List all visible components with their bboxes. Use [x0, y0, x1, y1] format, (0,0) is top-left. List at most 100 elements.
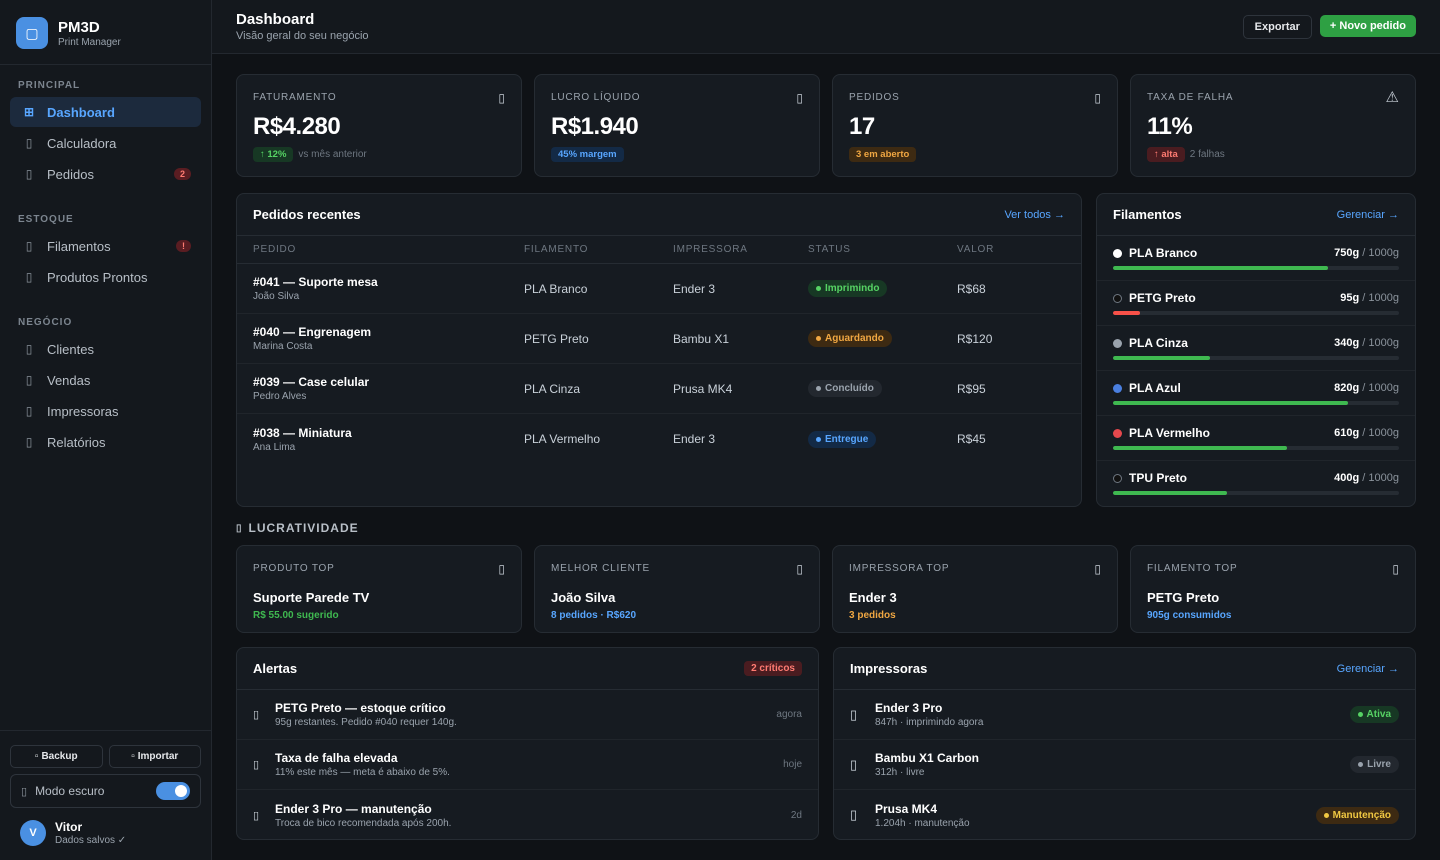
user-profile[interactable]: V Vitor Dados salvos ✓: [10, 808, 201, 860]
section-label: ESTOQUE: [18, 214, 74, 225]
sidebar: ▢ PM3D Print Manager PRINCIPAL ⊞ Dashboa…: [0, 0, 212, 860]
column-header[interactable]: VALOR: [957, 244, 995, 255]
sidebar-item-pedidos[interactable]: ▯ Pedidos 2: [10, 159, 201, 189]
manage-printers-link[interactable]: Gerenciar →: [1336, 662, 1399, 675]
chart-icon: ▯: [25, 435, 33, 449]
status-badge: Manutenção: [1315, 806, 1399, 824]
top-label: IMPRESSORA TOP: [849, 563, 950, 574]
filament-remaining: 340g: [1334, 337, 1360, 349]
printer-desc: 847h · imprimindo agora: [875, 717, 984, 728]
order-client: Pedro Alves: [253, 391, 307, 402]
filament-item[interactable]: PLA Cinza 340g / 1000g: [1097, 326, 1415, 371]
sidebar-item-label: Pedidos: [47, 166, 94, 182]
trophy-icon: ▯: [498, 562, 505, 576]
stock-bar: [1113, 266, 1399, 270]
sidebar-item-clientes[interactable]: ▯ Clientes: [10, 334, 201, 364]
backup-button[interactable]: ▫ Backup: [10, 745, 103, 768]
manage-filaments-link[interactable]: Gerenciar →: [1336, 208, 1399, 221]
filament-name: PETG Preto: [1129, 291, 1196, 305]
alert-item[interactable]: ▯ Taxa de falha elevada 11% este mês — me…: [237, 740, 818, 790]
status-badge: Aguardando: [808, 330, 892, 347]
status-badge: Livre: [1350, 756, 1399, 773]
panel-title: Filamentos: [1113, 207, 1182, 222]
printer-name: Ender 3 Pro: [875, 701, 943, 715]
column-header[interactable]: PEDIDO: [253, 244, 297, 255]
clipboard-icon: ▯: [25, 167, 33, 181]
sidebar-item-vendas[interactable]: ▯ Vendas: [10, 365, 201, 395]
filament-name: PLA Vermelho: [1129, 426, 1210, 440]
status-label: Concluído: [825, 383, 874, 394]
export-button[interactable]: Exportar: [1242, 14, 1312, 39]
stat-label: PEDIDOS: [849, 92, 900, 103]
filament-item[interactable]: TPU Preto 400g / 1000g: [1097, 461, 1415, 506]
table-row[interactable]: #038 — Miniatura Ana Lima PLA Vermelho En…: [237, 414, 1081, 464]
stat-open-badge: 3 em aberto: [849, 147, 917, 162]
stat-trend-badge: ↑ alta: [1147, 147, 1185, 162]
stat-value: R$4.280: [253, 113, 341, 140]
table-row[interactable]: #041 — Suporte mesa João Silva PLA Branco…: [237, 264, 1081, 314]
box-icon: ▯: [25, 270, 33, 284]
stock-bar: [1113, 356, 1399, 360]
panel-title: Alertas: [253, 661, 298, 676]
main-area: Dashboard Visão geral do seu negócio Exp…: [212, 0, 1440, 860]
backup-label: Backup: [41, 751, 78, 762]
stock-bar-fill: [1113, 401, 1348, 405]
sidebar-item-label: Calculadora: [47, 135, 117, 151]
new-order-button[interactable]: + Novo pedido: [1319, 14, 1416, 37]
brand[interactable]: ▢ PM3D Print Manager: [0, 0, 211, 65]
top-value: Suporte Parede TV: [253, 590, 370, 605]
dark-mode-label: Modo escuro: [35, 784, 105, 798]
alert-item[interactable]: ▯ Ender 3 Pro — manutenção Troca de bico …: [237, 790, 818, 840]
spool-icon: ▯: [1392, 562, 1399, 576]
alerts-panel: Alertas 2 críticos ▯ PETG Preto — estoqu…: [236, 647, 819, 840]
top-value: João Silva: [551, 590, 616, 605]
table-row[interactable]: #039 — Case celular Pedro Alves PLA Cinza…: [237, 364, 1081, 414]
dark-mode-toggle[interactable]: [156, 782, 190, 800]
alert-desc: Troca de bico recomendada após 200h.: [275, 817, 452, 829]
stat-trend-badge: ↑ 12%: [253, 147, 294, 162]
order-printer: Ender 3: [673, 432, 716, 446]
filament-name: TPU Preto: [1129, 471, 1188, 485]
wrench-icon: ▯: [253, 809, 260, 822]
stat-note: vs mês anterior: [298, 149, 367, 160]
printer-item[interactable]: ▯ Bambu X1 Carbon 312h · livre Livre: [834, 740, 1415, 790]
printer-item[interactable]: ▯ Ender 3 Pro 847h · imprimindo agora Ati…: [834, 690, 1415, 740]
printer-desc: 312h · livre: [875, 767, 925, 778]
stock-bar: [1113, 446, 1399, 450]
printer-item[interactable]: ▯ Prusa MK4 1.204h · manutenção Manutençã…: [834, 790, 1415, 840]
sidebar-footer: ▫ Backup ▫ Importar ▯ Modo escuro V Vito…: [0, 730, 211, 860]
top-value: PETG Preto: [1147, 590, 1220, 605]
sidebar-item-dashboard[interactable]: ⊞ Dashboard: [10, 97, 201, 127]
order-value: R$95: [957, 381, 986, 396]
table-row[interactable]: #040 — Engrenagem Marina Costa PETG Preto…: [237, 314, 1081, 364]
column-header[interactable]: IMPRESSORA: [673, 244, 748, 255]
column-header[interactable]: STATUS: [808, 244, 851, 255]
view-all-link[interactable]: Ver todos →: [1004, 208, 1065, 221]
sidebar-item-produtos-prontos[interactable]: ▯ Produtos Prontos: [10, 262, 201, 292]
top-sub: 3 pedidos: [849, 610, 896, 621]
stats-grid: FATURAMENTO ▯ R$4.280 ↑ 12% vs mês anter…: [236, 74, 1416, 177]
status-label: Aguardando: [825, 333, 884, 344]
filament-item[interactable]: PLA Vermelho 610g / 1000g: [1097, 416, 1415, 461]
status-badge: Imprimindo: [808, 280, 888, 297]
sidebar-item-filamentos[interactable]: ▯ Filamentos !: [10, 231, 201, 261]
sidebar-item-relatorios[interactable]: ▯ Relatórios: [10, 427, 201, 457]
printers-panel: Impressoras Gerenciar → ▯ Ender 3 Pro 847…: [833, 647, 1416, 840]
grid-icon: ⊞: [23, 105, 35, 119]
sidebar-item-calculadora[interactable]: ▯ Calculadora: [10, 128, 201, 158]
alert-icon: ▯: [253, 759, 260, 771]
filament-total: / 1000g: [1359, 382, 1399, 394]
sidebar-item-impressoras[interactable]: ▯ Impressoras: [10, 396, 201, 426]
order-name: #039 — Case celular: [253, 375, 370, 389]
import-button[interactable]: ▫ Importar: [108, 745, 201, 768]
filament-amount: 820g / 1000g: [1334, 382, 1399, 394]
column-header[interactable]: FILAMENTO: [524, 244, 589, 255]
filament-total: / 1000g: [1359, 337, 1399, 349]
filament-item[interactable]: PETG Preto 95g / 1000g: [1097, 281, 1415, 326]
filament-item[interactable]: PLA Branco 750g / 1000g: [1097, 236, 1415, 281]
alert-item[interactable]: ▯ PETG Preto — estoque crítico 95g restan…: [237, 690, 818, 740]
filament-amount: 610g / 1000g: [1334, 427, 1399, 439]
filament-item[interactable]: PLA Azul 820g / 1000g: [1097, 371, 1415, 416]
stat-card-faturamento: FATURAMENTO ▯ R$4.280 ↑ 12% vs mês anter…: [236, 74, 522, 177]
